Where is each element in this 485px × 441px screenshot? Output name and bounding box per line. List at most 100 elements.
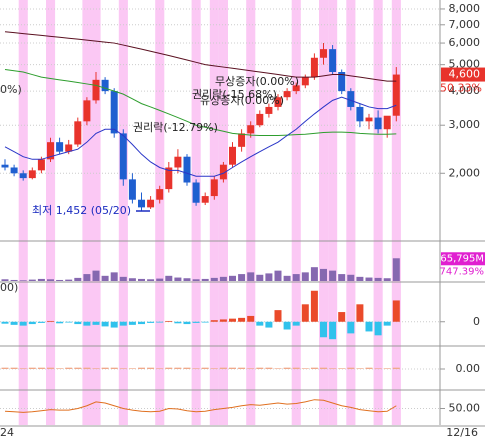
bar <box>383 368 391 369</box>
candle-body <box>256 113 264 126</box>
bar <box>10 321 18 325</box>
bar <box>210 368 218 369</box>
bar <box>365 321 373 332</box>
bar <box>310 367 318 369</box>
candle-body <box>310 57 318 78</box>
bar <box>119 276 127 281</box>
bar <box>374 321 382 336</box>
bar <box>229 367 236 369</box>
bar <box>74 367 82 369</box>
bar <box>238 317 246 322</box>
bar <box>301 368 309 369</box>
bar <box>147 279 155 281</box>
bar <box>274 368 282 369</box>
bar <box>165 367 173 369</box>
bar <box>392 367 400 369</box>
bar <box>83 274 91 281</box>
bar <box>192 321 200 323</box>
bar <box>119 368 127 369</box>
candle-body <box>74 121 82 145</box>
bar <box>292 321 300 326</box>
candle-body <box>128 179 136 200</box>
bar <box>292 367 300 369</box>
bar <box>356 276 364 281</box>
candle-body <box>92 79 100 101</box>
bar <box>110 321 118 328</box>
bar <box>19 321 27 326</box>
bar <box>292 274 300 281</box>
bar <box>74 277 82 281</box>
bar <box>147 367 155 369</box>
bar <box>310 267 318 281</box>
y-tick-label: 7,000 <box>449 18 481 31</box>
bar <box>128 321 136 325</box>
candle-body <box>392 74 400 116</box>
candle-body <box>365 117 373 122</box>
bar <box>65 279 73 281</box>
bar <box>47 367 54 369</box>
candle-body <box>83 100 91 122</box>
candle-body <box>47 142 54 160</box>
bar <box>110 272 118 281</box>
bar <box>92 368 100 369</box>
bar <box>338 274 346 281</box>
bar <box>28 321 36 325</box>
highlight-band <box>118 0 128 425</box>
highlight-band <box>391 0 401 425</box>
highlight-band <box>328 0 338 425</box>
bar <box>392 300 400 322</box>
bar <box>247 315 255 322</box>
bar <box>119 321 127 326</box>
highlight-band <box>46 0 56 425</box>
candle-body <box>65 144 73 152</box>
bar <box>201 278 209 281</box>
bar <box>56 279 64 281</box>
bar <box>10 367 18 369</box>
bar <box>165 275 173 281</box>
bar <box>356 368 364 369</box>
bar <box>283 321 291 330</box>
bar <box>347 321 355 334</box>
bar <box>165 320 173 322</box>
annotation: 최저 1,452 (05/20) <box>32 204 131 217</box>
bar <box>320 321 327 338</box>
bar <box>156 278 164 281</box>
bar <box>229 275 236 281</box>
candle-body <box>101 79 109 92</box>
annotation: 권리락(-15.68%) <box>192 88 277 101</box>
bar <box>329 321 337 340</box>
bar <box>256 274 264 281</box>
candle-body <box>274 97 282 107</box>
candle-body <box>110 91 118 134</box>
bar <box>365 277 373 281</box>
highlight-band <box>91 0 101 425</box>
bar <box>183 367 191 369</box>
bar <box>247 272 255 281</box>
price-label: 4,600 <box>449 68 481 81</box>
bar <box>56 368 64 369</box>
bar <box>92 321 100 325</box>
bar <box>156 321 164 323</box>
highlight-band <box>191 0 201 425</box>
y-tick-label: 8,000 <box>449 2 481 15</box>
bar <box>238 274 246 281</box>
bar <box>1 321 9 324</box>
bar <box>356 304 364 322</box>
bar <box>219 276 227 281</box>
bar <box>192 279 200 281</box>
highlight-band <box>346 0 356 425</box>
bar <box>156 368 164 369</box>
candle-body <box>301 77 309 86</box>
bar <box>1 279 9 281</box>
candle-body <box>183 156 191 183</box>
moving-average <box>4 31 397 82</box>
bar <box>83 321 91 326</box>
marks <box>1 31 400 413</box>
bar <box>174 367 182 369</box>
candle-body <box>28 170 36 179</box>
bar <box>219 367 227 369</box>
bar <box>147 321 155 323</box>
x-tick-label: 12/16 <box>446 426 478 439</box>
candle-body <box>219 164 227 180</box>
